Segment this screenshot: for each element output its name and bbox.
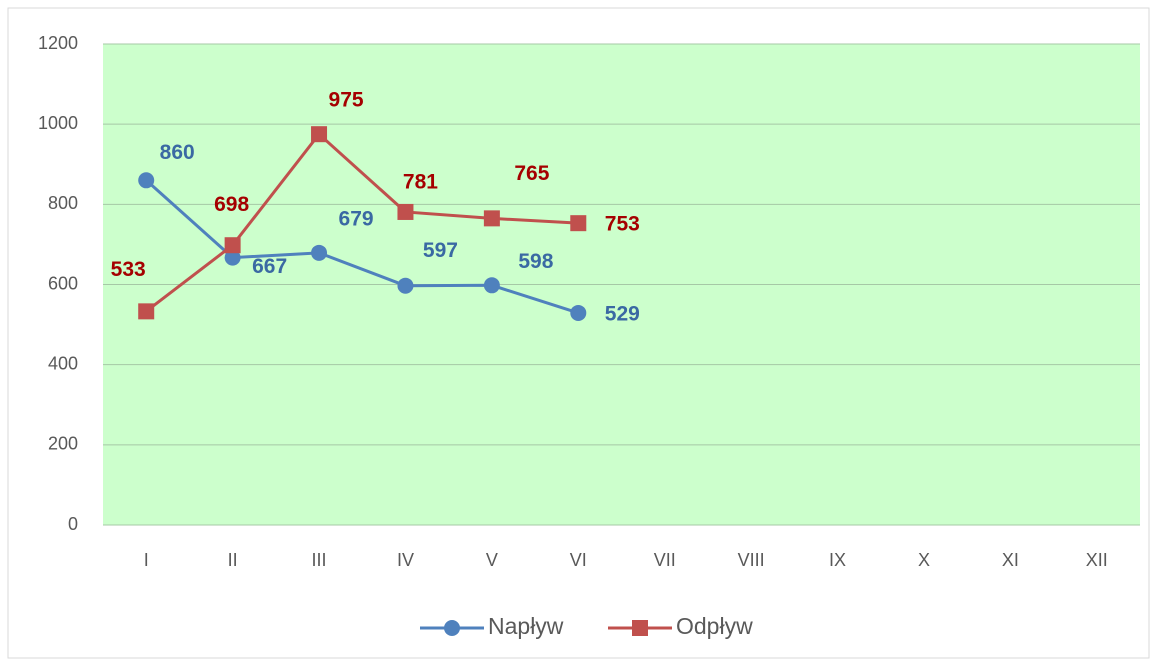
data-point <box>397 277 414 294</box>
data-point <box>483 277 500 294</box>
y-tick-label: 200 <box>48 434 78 454</box>
data-label: 533 <box>111 258 146 281</box>
x-tick-label: II <box>228 550 238 570</box>
data-point <box>224 249 241 266</box>
legend-marker <box>632 620 648 636</box>
data-label: 975 <box>329 89 364 112</box>
x-tick-label: VI <box>570 550 587 570</box>
x-tick-label: VII <box>654 550 676 570</box>
data-point <box>311 126 328 143</box>
x-tick-label: IX <box>829 550 846 570</box>
y-tick-label: 600 <box>48 273 78 293</box>
data-point <box>311 244 328 261</box>
y-tick-label: 0 <box>68 514 78 534</box>
data-point <box>570 304 587 321</box>
data-point <box>224 237 241 254</box>
data-label: 860 <box>160 141 195 164</box>
x-tick-label: XII <box>1086 550 1108 570</box>
y-tick-label: 400 <box>48 353 78 373</box>
data-label: 597 <box>423 239 458 262</box>
data-label: 753 <box>605 213 640 236</box>
x-tick-label: I <box>144 550 149 570</box>
x-tick-label: X <box>918 550 930 570</box>
y-tick-label: 1200 <box>38 33 78 53</box>
legend-marker <box>444 620 460 636</box>
data-label: 598 <box>518 250 553 273</box>
x-tick-label: XI <box>1002 550 1019 570</box>
data-point <box>397 203 414 220</box>
y-tick-label: 1000 <box>38 113 78 133</box>
data-point <box>570 215 587 232</box>
data-label: 667 <box>252 255 287 278</box>
legend-label: Napływ <box>488 613 564 639</box>
x-tick-label: III <box>312 550 327 570</box>
legend-label: Odpływ <box>676 613 753 639</box>
series-line <box>145 179 579 315</box>
data-point <box>483 210 500 227</box>
data-point <box>138 172 155 189</box>
data-label: 765 <box>514 162 549 185</box>
data-label: 679 <box>339 207 374 230</box>
x-tick-label: VIII <box>738 550 765 570</box>
data-label: 781 <box>403 170 438 193</box>
y-tick-label: 800 <box>48 193 78 213</box>
data-point <box>138 303 155 320</box>
x-tick-label: IV <box>397 550 414 570</box>
data-label: 529 <box>605 303 640 326</box>
x-tick-label: V <box>486 550 498 570</box>
data-label: 698 <box>214 193 249 216</box>
series-line <box>145 131 579 313</box>
